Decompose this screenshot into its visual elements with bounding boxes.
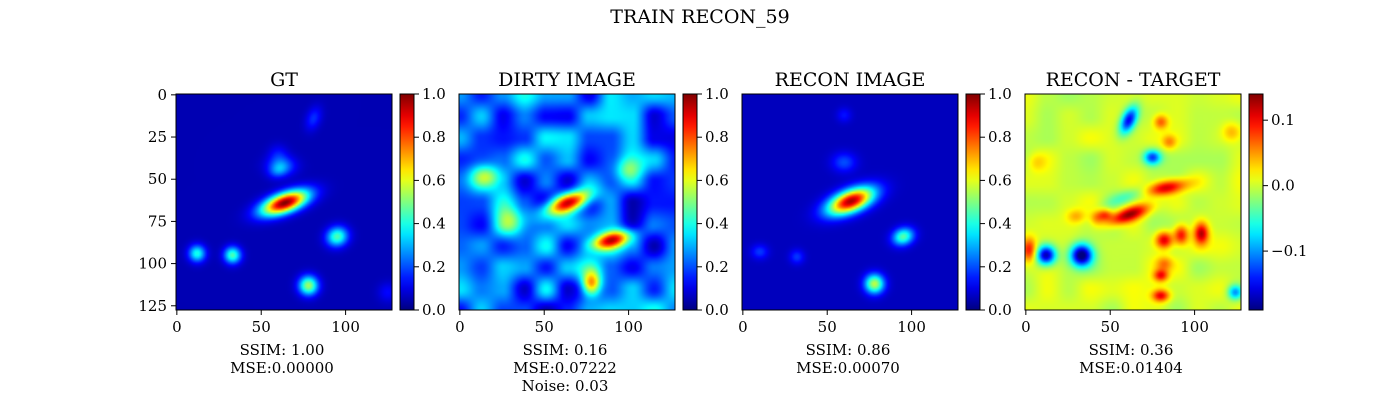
colorbar-tick-label: 0.6 <box>705 171 729 189</box>
heatmap-image <box>1025 94 1241 310</box>
x-tick-label: 50 <box>252 318 271 336</box>
colorbar-tick-label: 0.4 <box>422 215 446 233</box>
metric-caption-line: MSE:0.07222 <box>513 359 617 377</box>
x-tick-label: 0 <box>1021 318 1031 336</box>
colorbar <box>682 93 698 311</box>
axes-frame <box>741 93 959 311</box>
y-tick-label: 125 <box>138 297 167 315</box>
y-tick-label: 75 <box>148 212 167 230</box>
x-tick-label: 100 <box>1180 318 1209 336</box>
metric-caption-line: MSE:0.00000 <box>230 359 334 377</box>
axes-frame <box>1024 93 1242 311</box>
axes-frame <box>175 93 393 311</box>
y-tick-label: 25 <box>148 128 167 146</box>
colorbar-tick-label: 0.4 <box>705 215 729 233</box>
x-tick-label: 0 <box>172 318 182 336</box>
x-tick-label: 50 <box>1101 318 1120 336</box>
metric-caption-line: SSIM: 0.86 <box>806 341 891 359</box>
panel-title: GT <box>270 69 298 91</box>
colorbar-tick-label: 0.8 <box>988 128 1012 146</box>
panel-title: RECON IMAGE <box>775 69 926 91</box>
colorbar-tick-label: 0.6 <box>422 171 446 189</box>
colorbar-tick-label: 0.6 <box>988 171 1012 189</box>
x-tick-label: 0 <box>455 318 465 336</box>
colorbar-tick-label: 0.2 <box>705 258 729 276</box>
colorbar-tick-label: 0.0 <box>1271 177 1295 195</box>
metric-caption-line: MSE:0.01404 <box>1079 359 1183 377</box>
metric-caption-line: SSIM: 0.36 <box>1089 341 1174 359</box>
colorbar <box>1248 93 1264 311</box>
colorbar-tick-label: 0.4 <box>988 215 1012 233</box>
colorbar <box>965 93 981 311</box>
x-tick-label: 100 <box>331 318 360 336</box>
x-tick-label: 50 <box>535 318 554 336</box>
x-tick-label: 100 <box>614 318 643 336</box>
panel-title: RECON - TARGET <box>1046 69 1221 91</box>
panel-4: RECON - TARGET 0 50 100 0.1 0.0 −0.1 SSIM: 0.36… <box>1021 69 1307 377</box>
colorbar-tick-label: 0.0 <box>988 301 1012 319</box>
heatmap-image <box>176 94 392 310</box>
metric-caption-line: MSE:0.00070 <box>796 359 900 377</box>
colorbar-tick-label: 1.0 <box>705 85 729 103</box>
panel-2: DIRTY IMAGE 0 50 100 0.0 0.2 0.4 0.6 0.8 1.0 SSIM:… <box>455 69 729 395</box>
colorbar-tick-label: 0.0 <box>705 301 729 319</box>
y-tick-label: 50 <box>148 170 167 188</box>
colorbar <box>399 93 415 311</box>
colorbar-tick-label: 0.0 <box>422 301 446 319</box>
metric-caption-line: Noise: 0.03 <box>522 377 609 395</box>
colorbar-tick-label: −0.1 <box>1271 242 1307 260</box>
x-tick-label: 100 <box>897 318 926 336</box>
heatmap-image <box>742 94 958 310</box>
metric-caption-line: SSIM: 1.00 <box>240 341 325 359</box>
colorbar-tick-label: 1.0 <box>422 85 446 103</box>
x-tick-label: 0 <box>738 318 748 336</box>
y-tick-label: 100 <box>138 255 167 273</box>
panel-1: GT 0 50 100 0 25 50 75 100 125 0.0 0.2 0.4 0.6 0.8 1.0 S… <box>138 69 446 377</box>
panel-title: DIRTY IMAGE <box>498 69 636 91</box>
colorbar-tick-label: 0.8 <box>705 128 729 146</box>
axes-frame <box>458 93 676 311</box>
figure-title: TRAIN RECON_59 <box>610 6 789 28</box>
heatmap-image <box>459 94 675 310</box>
x-tick-label: 50 <box>818 318 837 336</box>
colorbar-tick-label: 1.0 <box>988 85 1012 103</box>
colorbar-tick-label: 0.2 <box>988 258 1012 276</box>
panel-3: RECON IMAGE 0 50 100 0.0 0.2 0.4 0.6 0.8 1.0 SSIM:… <box>738 69 1012 377</box>
metric-caption-line: SSIM: 0.16 <box>523 341 608 359</box>
colorbar-tick-label: 0.1 <box>1271 111 1295 129</box>
colorbar-tick-label: 0.2 <box>422 258 446 276</box>
colorbar-tick-label: 0.8 <box>422 128 446 146</box>
y-tick-label: 0 <box>157 86 167 104</box>
